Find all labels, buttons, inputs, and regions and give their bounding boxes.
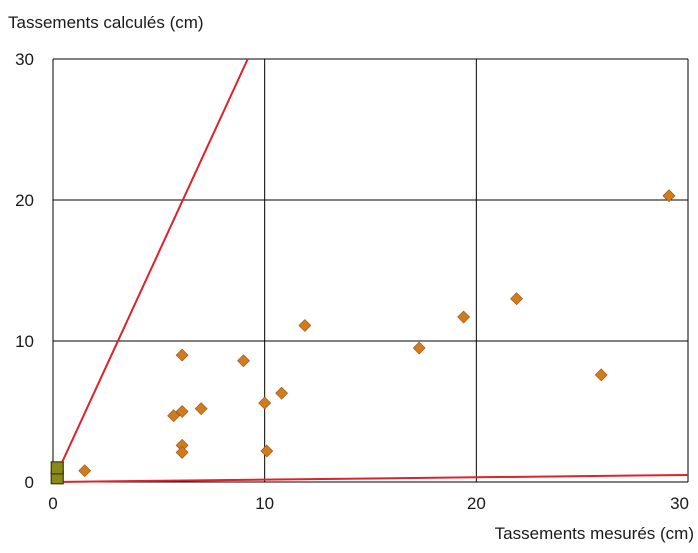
reference-lines: [52, 58, 689, 483]
data-point: [194, 402, 208, 416]
data-point: [457, 310, 471, 324]
y-tick-label: 20: [15, 191, 34, 210]
square-marker: [50, 461, 64, 475]
data-point: [237, 354, 250, 368]
y-tick-label: 10: [15, 332, 34, 351]
data-point: [175, 405, 189, 418]
tick-labels: 0 10 20 30 0 10 20 30: [15, 50, 689, 513]
data-point: [298, 319, 312, 332]
data-point: [412, 341, 426, 355]
data-point: [275, 386, 289, 400]
reference-line: [52, 473, 689, 483]
x-tick-label: 30: [670, 494, 689, 513]
data-point: [175, 445, 189, 459]
data-point: [662, 189, 676, 203]
y-tick-label: 0: [25, 473, 34, 492]
data-point: [175, 348, 189, 362]
y-axis-title: Tassements calculés (cm): [8, 13, 204, 32]
data-point: [258, 396, 272, 410]
data-point: [594, 368, 608, 382]
reference-line: [52, 58, 249, 483]
data-point: [78, 464, 92, 478]
data-point: [167, 409, 181, 423]
grid: [52, 58, 689, 483]
data-point: [510, 292, 523, 306]
x-tick-label: 10: [255, 494, 274, 513]
y-tick-label: 30: [15, 50, 34, 69]
x-axis-title: Tassements mesurés (cm): [495, 524, 694, 543]
data-points: [50, 189, 676, 485]
x-tick-label: 0: [48, 494, 57, 513]
data-point: [260, 444, 274, 458]
x-tick-label: 20: [467, 494, 486, 513]
